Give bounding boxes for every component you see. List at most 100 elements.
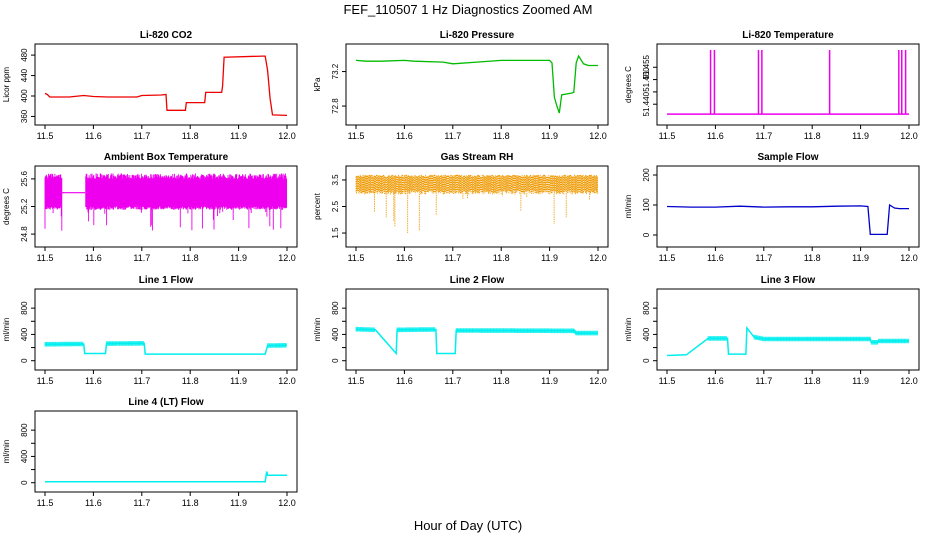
x-tick-label: 11.9 [541, 253, 558, 263]
series-line [44, 342, 288, 355]
panel-title: Li-820 CO2 [140, 30, 193, 41]
x-tick-label: 11.6 [707, 131, 724, 141]
x-tick-label: 11.8 [493, 376, 510, 386]
y-tick-label: 73.2 [331, 63, 340, 79]
series-group [667, 50, 909, 115]
y-tick-label: 0 [331, 358, 340, 363]
y-axis-label: ml/min [2, 440, 11, 464]
y-tick-label: 25.2 [20, 198, 29, 214]
panel-title: Line 2 Flow [450, 275, 505, 286]
y-tick-label: 51.450 [642, 67, 651, 92]
y-tick-label: 440 [20, 68, 29, 82]
x-tick-label: 12.0 [589, 131, 607, 141]
y-tick-label: 400 [20, 89, 29, 103]
x-tick-label: 11.9 [230, 498, 247, 508]
series-noise [355, 326, 598, 336]
series-band [355, 174, 598, 233]
x-tick-label: 11.7 [444, 253, 461, 263]
x-tick-label: 11.7 [133, 498, 150, 508]
panel-ambient_box: Ambient Box Temperature degrees C 11.5 11.6… [2, 152, 298, 263]
y-tick-label: 800 [642, 301, 651, 315]
panel-line3: Line 3 Flow ml/min 11.5 11.6 11.7 11.8 11.9 12.… [624, 275, 920, 386]
series-line [44, 55, 288, 117]
x-tick-label: 11.9 [852, 376, 869, 386]
y-tick-label: 0 [642, 358, 651, 363]
panel-title: Line 4 (LT) Flow [128, 397, 204, 408]
y-axis-label: degrees C [2, 188, 11, 225]
x-tick-label: 12.0 [278, 253, 296, 263]
panel-title: Ambient Box Temperature [104, 152, 229, 163]
x-tick-label: 11.8 [182, 498, 199, 508]
x-tick-label: 11.8 [182, 131, 199, 141]
series-group [44, 173, 288, 231]
y-tick-label: 0 [20, 480, 29, 485]
y-tick-label: 1.5 [331, 227, 340, 239]
y-axis-label: ml/min [313, 318, 322, 342]
y-tick-label: 200 [642, 168, 651, 182]
panel-sample_flow: Sample Flow ml/min 11.5 11.6 11.7 11.8 11.9 12.… [624, 152, 920, 263]
x-tick-label: 11.9 [230, 253, 247, 263]
x-tick-label: 12.0 [589, 253, 607, 263]
x-tick-label: 12.0 [900, 131, 918, 141]
x-tick-label: 12.0 [278, 131, 296, 141]
panel-line2: Line 2 Flow ml/min 11.5 11.6 11.7 11.8 11.9 12.… [313, 275, 609, 386]
series-group [355, 326, 598, 356]
series-line [45, 471, 287, 483]
panel-title: Li-820 Pressure [440, 30, 515, 41]
x-tick-label: 11.8 [804, 376, 821, 386]
x-tick-label: 11.6 [396, 376, 413, 386]
x-tick-label: 12.0 [589, 376, 607, 386]
x-tick-label: 11.8 [804, 253, 821, 263]
x-tick-label: 12.0 [278, 498, 296, 508]
plot-frame [34, 288, 298, 371]
panel-temperature: Li-820 Temperature degrees C 11.5 11.6 11.7 1… [624, 30, 920, 141]
x-tick-label: 11.6 [707, 253, 724, 263]
series-group [355, 54, 598, 114]
series-group [355, 174, 598, 233]
y-axis-label: Licor ppm [2, 67, 11, 102]
panel-line4: Line 4 (LT) Flow ml/min 11.5 11.6 11.7 11.8 11… [2, 397, 298, 508]
x-tick-label: 11.7 [133, 131, 150, 141]
x-tick-label: 11.5 [348, 131, 365, 141]
y-tick-label: 51.440 [642, 91, 651, 116]
panel-title: Li-820 Temperature [742, 30, 834, 41]
plot-frame [656, 165, 920, 248]
y-axis-label: ml/min [2, 318, 11, 342]
y-tick-label: 800 [20, 301, 29, 315]
x-tick-label: 11.9 [230, 131, 247, 141]
series-noise [707, 334, 909, 345]
series-group [44, 341, 288, 355]
x-tick-label: 11.5 [659, 131, 676, 141]
x-tick-label: 11.5 [659, 253, 676, 263]
x-tick-label: 11.6 [85, 376, 102, 386]
y-tick-label: 2.5 [331, 200, 340, 212]
series-group [45, 471, 287, 483]
y-axis-label: percent [313, 192, 322, 219]
x-tick-label: 11.7 [444, 131, 461, 141]
x-tick-label: 11.7 [755, 131, 772, 141]
x-tick-label: 11.5 [348, 253, 365, 263]
x-tick-label: 11.5 [37, 131, 54, 141]
x-tick-label: 11.8 [804, 131, 821, 141]
plot-frame [345, 43, 609, 126]
x-tick-label: 11.5 [348, 376, 365, 386]
y-tick-label: 51.455 [642, 54, 651, 79]
panel-title: Gas Stream RH [441, 152, 514, 163]
y-tick-label: 24.8 [20, 226, 29, 242]
y-tick-label: 100 [642, 198, 651, 212]
x-tick-label: 11.6 [85, 498, 102, 508]
x-tick-label: 11.8 [493, 131, 510, 141]
series-line [666, 325, 909, 357]
x-tick-label: 11.5 [37, 498, 54, 508]
y-tick-label: 400 [642, 327, 651, 341]
series-line [355, 54, 598, 114]
x-tick-label: 12.0 [900, 253, 918, 263]
x-tick-label: 11.7 [133, 253, 150, 263]
panel-pressure: Li-820 Pressure kPa 11.5 11.6 11.7 11.8 11.9 12… [313, 30, 609, 141]
y-tick-label: 0 [20, 358, 29, 363]
y-tick-label: 0 [642, 232, 651, 237]
x-tick-label: 12.0 [278, 376, 296, 386]
y-tick-label: 360 [20, 109, 29, 123]
series-noise [44, 341, 287, 348]
